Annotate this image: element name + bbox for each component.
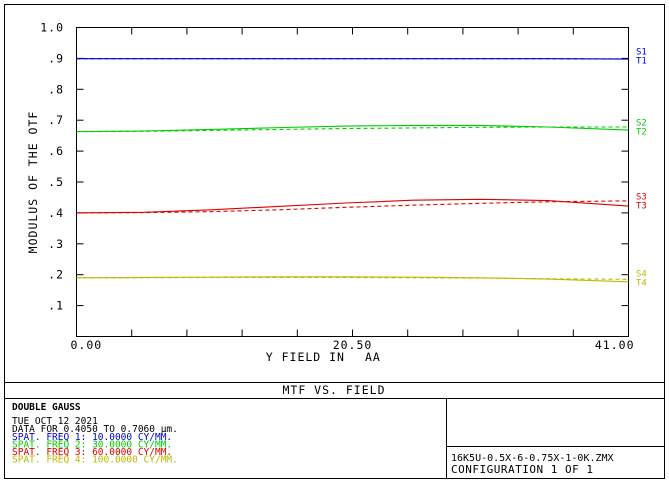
y-axis-label: MODULUS OF THE OTF <box>26 111 40 254</box>
series-label-t3: T3 <box>636 202 647 212</box>
frequency-line: SPAT. FREQ 4: 100.0000 CY/MM. <box>12 455 178 466</box>
configuration: CONFIGURATION 1 OF 1 <box>451 463 593 476</box>
y-tick-label: .7 <box>48 113 64 127</box>
y-tick-label: .2 <box>48 268 64 282</box>
y-tick-label: .6 <box>48 144 64 158</box>
y-tick-label: .9 <box>48 51 64 65</box>
outer-frame <box>4 4 665 479</box>
filename: 16K5U-0.5X-6-0.75X-1-0K.ZMX <box>451 453 614 464</box>
y-tick-label: 1.0 <box>40 21 64 35</box>
series-label-t2: T2 <box>636 127 647 137</box>
y-tick-labels: 1.0 .9 .8 .7 .6 .5 .4 .3 .2 .1 <box>40 21 64 313</box>
y-tick-label: .1 <box>48 299 64 313</box>
series-label-s1: S1 <box>636 48 647 58</box>
frequency-line: SPAT. FREQ 1: 10.0000 CY/MM. <box>12 432 172 443</box>
series-line-t4 <box>76 276 629 280</box>
x-tick-label: 0.00 <box>71 338 103 352</box>
chart-title: MTF VS. FIELD <box>282 383 385 397</box>
x-axis-label: Y FIELD IN <box>266 350 345 364</box>
axis-ticks <box>76 27 629 337</box>
series-label-t4: T4 <box>636 278 647 288</box>
series-line-t3 <box>76 200 629 214</box>
frequency-line: SPAT. FREQ 3: 60.0000 CY/MM. <box>12 447 172 458</box>
series-line-s2 <box>76 124 629 133</box>
series-label-t1: T1 <box>636 57 647 67</box>
series-line-t2 <box>76 126 629 133</box>
series-label-s2: S2 <box>636 118 647 128</box>
series-label-s4: S4 <box>636 269 647 279</box>
series-layer <box>76 58 629 283</box>
x-axis-unit: AA <box>365 350 381 364</box>
date-line: TUE OCT 12 2021 <box>12 416 98 427</box>
y-tick-label: .8 <box>48 82 64 96</box>
wavelength-line: DATA FOR 0.4050 TO 0.7060 µm. <box>12 424 178 435</box>
design-name: DOUBLE GAUSS <box>12 402 81 413</box>
frequency-line: SPAT. FREQ 2: 30.0000 CY/MM. <box>12 440 172 451</box>
x-tick-label: 20.50 <box>333 338 373 352</box>
frequency-list: SPAT. FREQ 1: 10.0000 CY/MM.SPAT. FREQ 2… <box>12 432 178 466</box>
series-label-s3: S3 <box>636 193 647 203</box>
y-tick-label: .4 <box>48 206 64 220</box>
plot-frame <box>76 27 629 337</box>
x-tick-label: 41.00 <box>595 338 635 352</box>
y-tick-label: .3 <box>48 237 64 251</box>
x-tick-labels: 0.00 20.50 41.00 <box>71 338 635 352</box>
series-line-s3 <box>76 198 629 214</box>
y-tick-label: .5 <box>48 175 64 189</box>
